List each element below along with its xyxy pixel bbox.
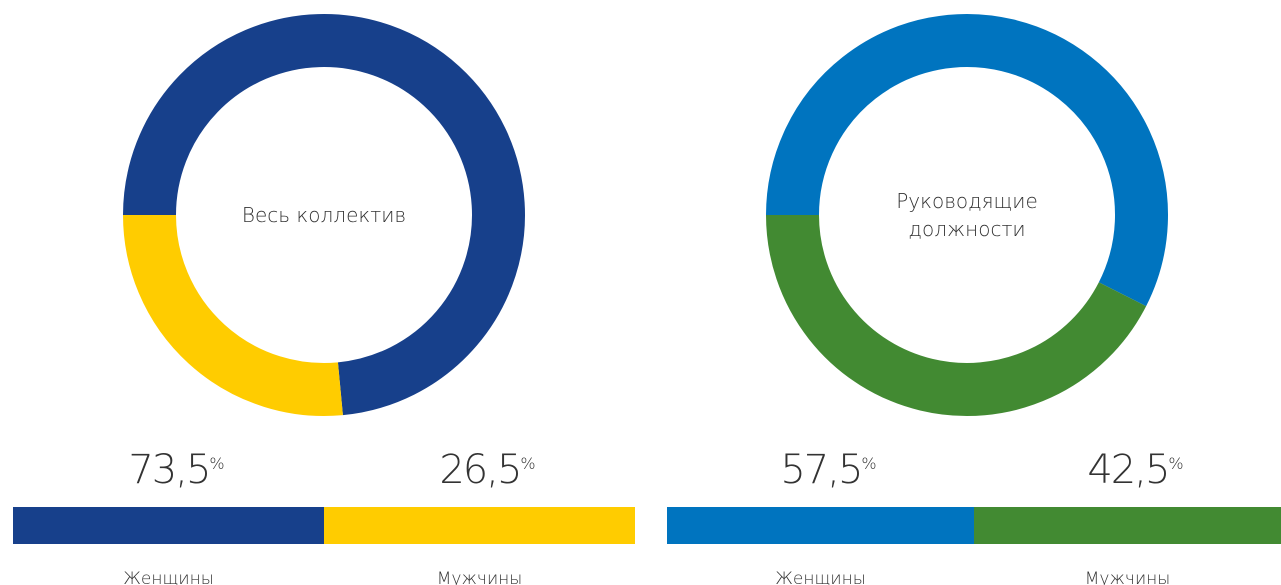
donut-segment bbox=[123, 214, 343, 416]
value-unit: % bbox=[1168, 454, 1183, 473]
value-unit: % bbox=[861, 454, 876, 473]
donut-segment bbox=[123, 14, 525, 416]
legend-label: Мужчины bbox=[437, 569, 523, 585]
value-number: 73,5 bbox=[128, 447, 209, 493]
center-label: Весь коллектив bbox=[242, 203, 406, 227]
value-label: 57,5% bbox=[780, 447, 876, 493]
legend-label: Мужчины bbox=[1085, 569, 1171, 585]
legend-swatch bbox=[974, 507, 1281, 544]
value-label: 42,5% bbox=[1087, 447, 1183, 493]
value-unit: % bbox=[520, 454, 535, 473]
center-label: Руководящие bbox=[896, 189, 1038, 213]
legend-swatch bbox=[13, 507, 324, 544]
legend-swatch bbox=[324, 507, 635, 544]
value-unit: % bbox=[209, 454, 224, 473]
value-number: 42,5 bbox=[1087, 447, 1168, 493]
value-label: 73,5% bbox=[128, 447, 224, 493]
value-number: 57,5 bbox=[780, 447, 861, 493]
value-number: 26,5 bbox=[439, 447, 520, 493]
value-label: 26,5% bbox=[439, 447, 535, 493]
legend-label: Женщины bbox=[775, 569, 866, 585]
donut-segment bbox=[766, 14, 1168, 307]
center-label: должности bbox=[908, 217, 1025, 241]
legend-swatch bbox=[667, 507, 974, 544]
donut-segment bbox=[766, 214, 1147, 416]
legend-label: Женщины bbox=[123, 569, 214, 585]
